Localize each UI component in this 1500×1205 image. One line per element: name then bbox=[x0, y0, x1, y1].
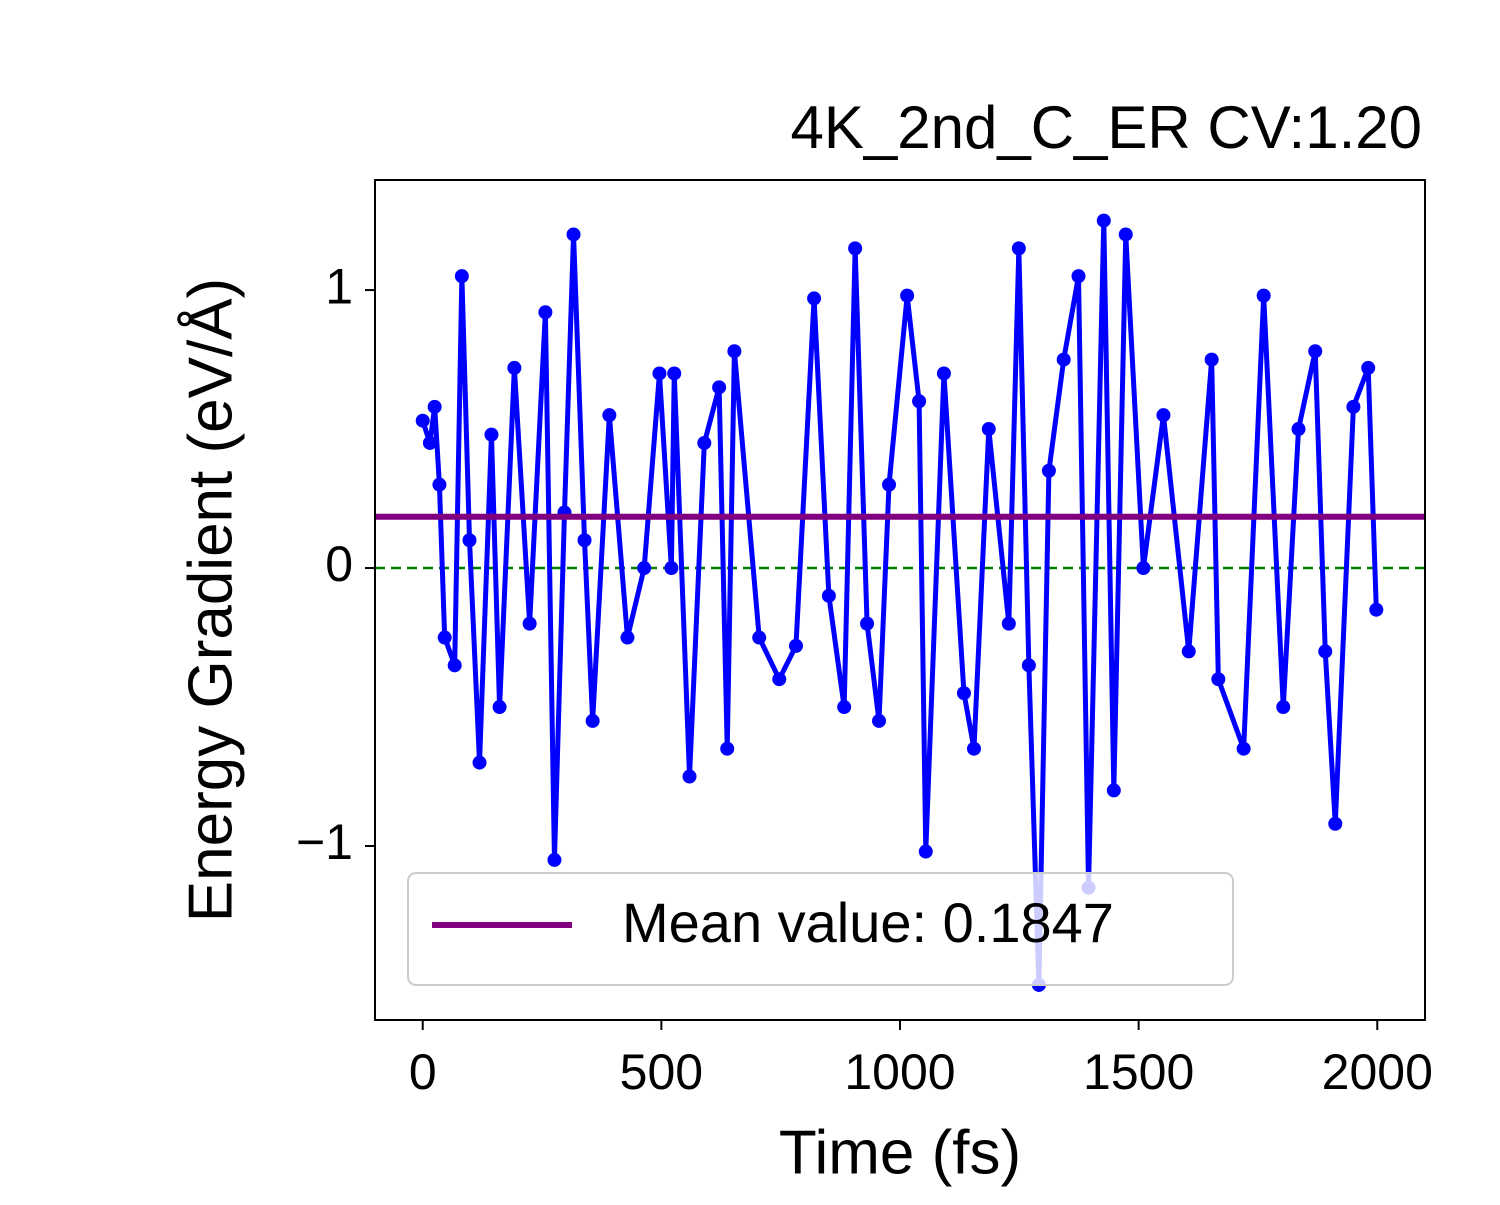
data-point bbox=[1346, 399, 1361, 414]
data-point bbox=[472, 755, 487, 770]
data-point bbox=[860, 616, 875, 631]
data-point bbox=[1361, 360, 1376, 375]
data-point bbox=[720, 741, 735, 756]
data-point bbox=[1308, 344, 1323, 359]
data-point bbox=[837, 700, 852, 715]
y-tick-label: 1 bbox=[325, 258, 353, 314]
x-tick-label: 2000 bbox=[1322, 1044, 1433, 1100]
data-point bbox=[1106, 783, 1121, 798]
data-point bbox=[492, 700, 507, 715]
data-point bbox=[538, 305, 553, 320]
data-point bbox=[1318, 644, 1333, 659]
data-point bbox=[652, 366, 667, 381]
data-point bbox=[1211, 672, 1226, 687]
data-point bbox=[1056, 352, 1071, 367]
data-point bbox=[1021, 658, 1036, 673]
data-point bbox=[1156, 408, 1171, 423]
data-point bbox=[484, 427, 499, 442]
data-point bbox=[637, 561, 652, 576]
data-point bbox=[712, 380, 727, 395]
data-point bbox=[697, 435, 712, 450]
data-point bbox=[454, 269, 469, 284]
data-point bbox=[585, 713, 600, 728]
data-point bbox=[1011, 241, 1026, 256]
x-tick-label: 1500 bbox=[1083, 1044, 1194, 1100]
data-point bbox=[566, 227, 581, 242]
x-axis-label: Time (fs) bbox=[779, 1118, 1021, 1187]
legend-label: Mean value: 0.1847 bbox=[622, 891, 1114, 954]
plot-frame bbox=[374, 179, 1426, 1021]
data-point bbox=[664, 561, 679, 576]
data-point bbox=[577, 533, 592, 548]
y-tick-label: −1 bbox=[296, 814, 353, 870]
chart-title: 4K_2nd_C_ER CV:1.20 bbox=[790, 94, 1422, 161]
data-point bbox=[1136, 561, 1151, 576]
data-point bbox=[522, 616, 537, 631]
data-point bbox=[620, 630, 635, 645]
data-point bbox=[966, 741, 981, 756]
data-point bbox=[1369, 602, 1384, 617]
data-point bbox=[1118, 227, 1133, 242]
data-point bbox=[936, 366, 951, 381]
data-point bbox=[682, 769, 697, 784]
data-point bbox=[1071, 269, 1086, 284]
y-tick-label: 0 bbox=[325, 536, 353, 592]
data-point bbox=[956, 686, 971, 701]
data-point bbox=[427, 399, 442, 414]
data-point bbox=[667, 366, 682, 381]
data-point bbox=[900, 288, 915, 303]
data-point bbox=[415, 413, 430, 428]
data-point bbox=[821, 588, 836, 603]
data-point bbox=[788, 638, 803, 653]
x-tick-label: 1000 bbox=[844, 1044, 955, 1100]
data-line bbox=[420, 218, 1379, 988]
data-point bbox=[1256, 288, 1271, 303]
data-point bbox=[807, 291, 822, 306]
x-tick-label: 0 bbox=[409, 1044, 437, 1100]
data-point bbox=[882, 477, 897, 492]
data-point bbox=[1276, 700, 1291, 715]
data-point bbox=[1041, 463, 1056, 478]
data-point bbox=[602, 408, 617, 423]
data-point bbox=[1001, 616, 1016, 631]
data-point bbox=[912, 394, 927, 409]
data-point bbox=[752, 630, 767, 645]
y-axis-label: Energy Gradient (eV/Å) bbox=[176, 278, 245, 922]
data-point bbox=[432, 477, 447, 492]
data-point bbox=[462, 533, 477, 548]
data-point bbox=[1291, 422, 1306, 437]
x-tick-label: 500 bbox=[620, 1044, 703, 1100]
data-point bbox=[918, 844, 933, 859]
data-point bbox=[772, 672, 787, 687]
data-point bbox=[1096, 213, 1111, 228]
data-point bbox=[1204, 352, 1219, 367]
data-point bbox=[981, 422, 996, 437]
data-point bbox=[1236, 741, 1251, 756]
data-point bbox=[1181, 644, 1196, 659]
data-point bbox=[547, 852, 562, 867]
data-point bbox=[848, 241, 863, 256]
data-point bbox=[1328, 816, 1343, 831]
data-point bbox=[447, 658, 462, 673]
data-point bbox=[422, 435, 437, 450]
data-point bbox=[437, 630, 452, 645]
legend-box bbox=[407, 872, 1234, 986]
data-point bbox=[507, 360, 522, 375]
data-point bbox=[727, 344, 742, 359]
data-point bbox=[872, 713, 886, 728]
